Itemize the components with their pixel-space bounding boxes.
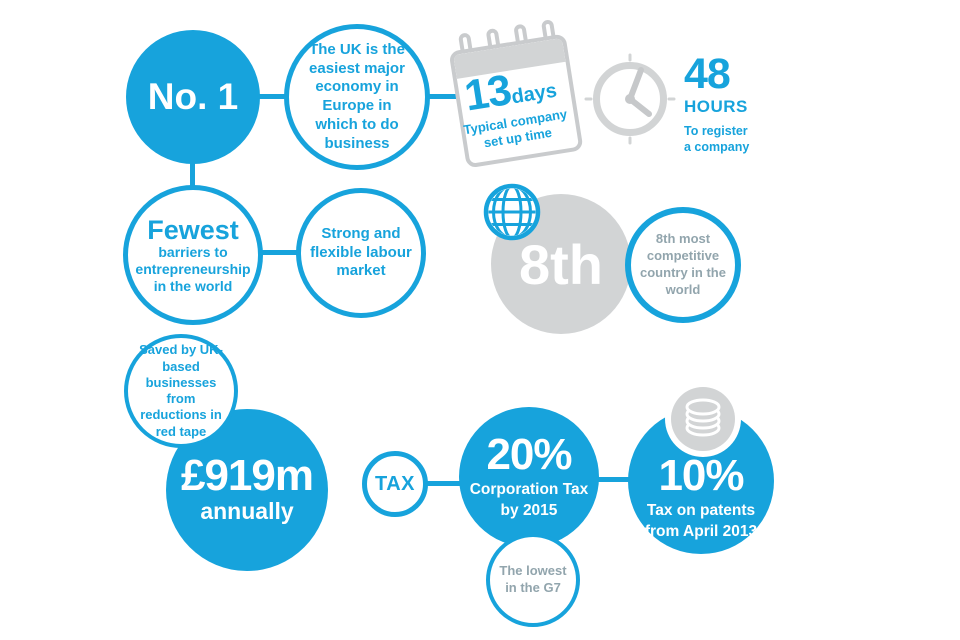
coins-icon — [671, 387, 735, 451]
tax-circle: TAX — [362, 451, 428, 517]
register-caption-line1: To register — [684, 124, 748, 138]
globe-icon — [482, 182, 542, 247]
register-hours-unit: HOURS — [684, 97, 748, 116]
fewest-headline: Fewest — [147, 214, 239, 245]
patent-tax-line1: Tax on patents — [646, 501, 756, 519]
labour-market-circle: Strong and flexible labour market — [296, 188, 426, 318]
patent-tax-circle: 10% Tax on patents from April 2013 — [628, 408, 774, 554]
savings-amount-value: £919m — [180, 451, 314, 501]
connector-corporation-patents — [592, 477, 634, 482]
corporation-tax-line1: Corporation Tax — [469, 480, 589, 498]
connector-no1-uk — [252, 94, 288, 99]
fewest-body: barriers to entrepreneurship in the worl… — [135, 243, 251, 294]
corporation-tax-line2: by 2015 — [500, 501, 558, 519]
clock-icon — [584, 53, 676, 150]
connector-no1-fewest — [190, 158, 195, 194]
competitive-label: 8th most competitive country in the worl… — [640, 231, 726, 297]
connector-tax-corporation — [422, 481, 464, 486]
connector-fewest-strong — [256, 250, 302, 255]
register-time-block: 48 HOURS To register a company — [684, 53, 776, 156]
coins-badge — [665, 381, 741, 457]
no1-circle: No. 1 — [126, 30, 260, 164]
register-hours-value: 48 — [684, 50, 731, 98]
red-tape-savings-circle: Saved by UK-based businesses from reduct… — [124, 334, 238, 448]
patent-tax-line2: from April 2013 — [644, 522, 758, 540]
register-caption-line2: a company — [684, 140, 750, 155]
uk-easiest-circle: The UK is the easiest major economy in E… — [284, 24, 430, 170]
connector-uk-calendar — [424, 94, 468, 99]
rank-label: 8th — [519, 232, 603, 296]
competitive-circle: 8th most competitive country in the worl… — [625, 207, 741, 323]
patent-tax-value: 10% — [658, 450, 744, 500]
setup-days-unit: days — [509, 79, 559, 109]
uk-easiest-label: The UK is the easiest major economy in E… — [309, 40, 405, 152]
g7-lowest-label: The lowest in the G7 — [499, 563, 567, 595]
no1-label: No. 1 — [147, 76, 239, 117]
setup-days-value: 13 — [461, 65, 515, 121]
tax-label: TAX — [374, 472, 415, 495]
labour-market-label: Strong and flexible labour market — [310, 224, 412, 280]
fewest-barriers-circle: Fewest barriers to entrepreneurship in t… — [123, 185, 263, 325]
corporation-tax-value: 20% — [486, 429, 572, 479]
g7-lowest-circle: The lowest in the G7 — [486, 533, 580, 627]
red-tape-savings-label: Saved by UK-based businesses from reduct… — [139, 342, 223, 439]
rank-circle: 8th — [491, 194, 631, 334]
corporation-tax-circle: 20% Corporation Tax by 2015 — [459, 407, 599, 547]
savings-amount-caption: annually — [200, 498, 294, 525]
calendar-icon: 13 days Typical company set up time — [446, 18, 584, 171]
